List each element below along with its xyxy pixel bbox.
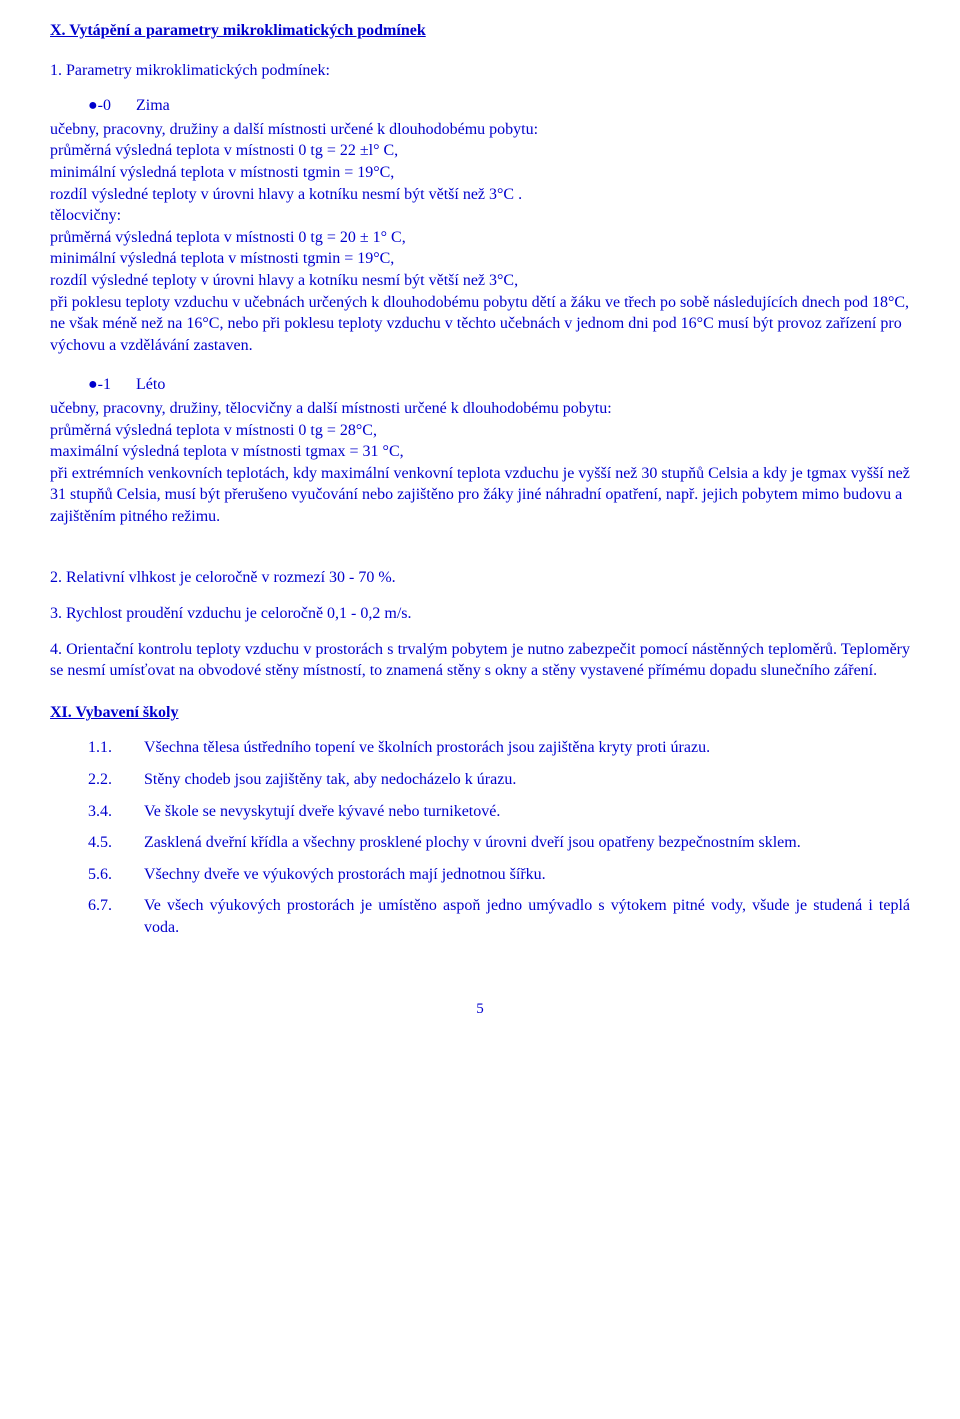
section-x-heading: X. Vytápění a parametry mikroklimatickýc…	[50, 20, 910, 42]
list-item: 5.6. Všechny dveře ve výukových prostorá…	[50, 864, 910, 886]
list-num: 5.6.	[88, 864, 144, 886]
list-item: 6.7. Ve všech výukových prostorách je um…	[50, 895, 910, 938]
list-text: Zasklená dveřní křídla a všechny proskle…	[144, 832, 910, 854]
para-4: 4. Orientační kontrolu teploty vzduchu v…	[50, 639, 910, 682]
list-num: 6.7.	[88, 895, 144, 938]
bullet-leto-label: Léto	[136, 374, 165, 396]
section-x-intro: 1. Parametry mikroklimatických podmínek:	[50, 60, 910, 82]
zima-body: učebny, pracovny, družiny a další místno…	[50, 119, 910, 357]
bullet-leto-num: ●-1	[88, 374, 136, 396]
list-item: 1.1. Všechna tělesa ústředního topení ve…	[50, 737, 910, 759]
bullet-zima-label: Zima	[136, 95, 170, 117]
list-item: 4.5. Zasklená dveřní křídla a všechny pr…	[50, 832, 910, 854]
bullet-leto: ●-1 Léto	[50, 374, 910, 396]
list-text: Stěny chodeb jsou zajištěny tak, aby ned…	[144, 769, 910, 791]
list-text: Všechna tělesa ústředního topení ve škol…	[144, 737, 910, 759]
page-number: 5	[50, 999, 910, 1019]
list-item: 2.2. Stěny chodeb jsou zajištěny tak, ab…	[50, 769, 910, 791]
para-3: 3. Rychlost proudění vzduchu je celoročn…	[50, 603, 910, 625]
list-num: 1.1.	[88, 737, 144, 759]
para-2: 2. Relativní vlhkost je celoročně v rozm…	[50, 567, 910, 589]
leto-body: učebny, pracovny, družiny, tělocvičny a …	[50, 398, 910, 528]
list-num: 2.2.	[88, 769, 144, 791]
list-num: 3.4.	[88, 801, 144, 823]
bullet-zima: ●-0 Zima	[50, 95, 910, 117]
bullet-zima-num: ●-0	[88, 95, 136, 117]
list-text: Ve všech výukových prostorách je umístěn…	[144, 895, 910, 938]
list-text: Všechny dveře ve výukových prostorách ma…	[144, 864, 910, 886]
section-xi-heading: XI. Vybavení školy	[50, 702, 910, 724]
list-text: Ve škole se nevyskytují dveře kývavé neb…	[144, 801, 910, 823]
list-item: 3.4. Ve škole se nevyskytují dveře kývav…	[50, 801, 910, 823]
list-num: 4.5.	[88, 832, 144, 854]
